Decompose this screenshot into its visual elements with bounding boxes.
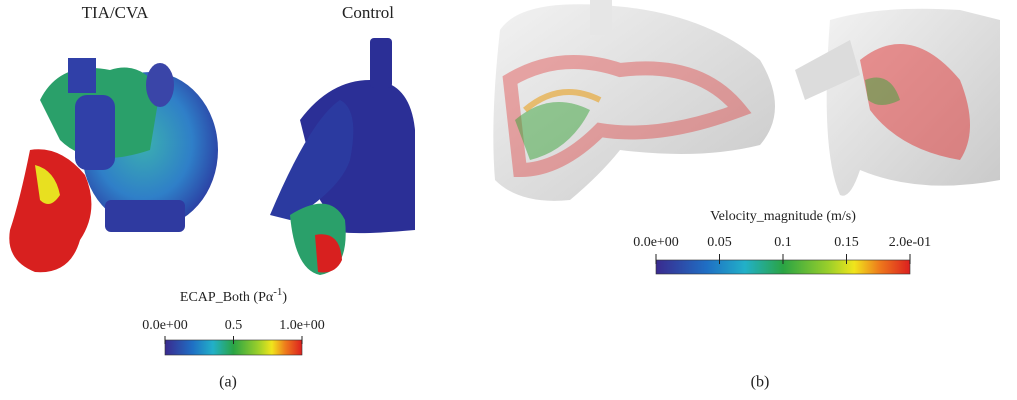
colorbar-title-text: Velocity_magnitude (m/s) (710, 209, 856, 224)
panel-caption: (b) (751, 374, 770, 391)
render-streamlines-right (795, 9, 1000, 196)
colorbar-tick-label: 1.0e+00 (279, 318, 325, 333)
colorbar-tick-label: 2.0e-01 (889, 235, 931, 250)
colorbar-tick-label: 0.1 (774, 235, 792, 250)
colorbar-title: ECAP_Both (Pα-1) (180, 286, 287, 306)
panel-caption: (a) (219, 374, 237, 391)
colorbar-title-end: ) (282, 290, 287, 305)
colorbar-title-superscript: -1 (273, 286, 282, 298)
render-label: TIA/CVA (82, 3, 149, 22)
page: {"panels": [ {"caption": "(a)", "labels"… (0, 0, 1017, 400)
colorbar-tick-label: 0.15 (834, 235, 859, 250)
render-tia (9, 58, 218, 272)
colorbar-title-text: ECAP_Both (Pα (180, 290, 274, 305)
render-label: Control (342, 3, 394, 22)
colorbar-tick-label: 0.5 (225, 318, 243, 333)
colorbar-tick-label: 0.0e+00 (633, 235, 679, 250)
colorbar-tick-label: 0.0e+00 (142, 318, 188, 333)
render-control (270, 38, 415, 275)
render-streamlines-left (493, 0, 775, 201)
figure: (a) TIA/CVA Control ECAP_Both (Pα-1) 0.0e+00… (0, 0, 1017, 400)
colorbar-tick-label: 0.05 (707, 235, 732, 250)
colorbar-title: Velocity_magnitude (m/s) (710, 209, 856, 224)
